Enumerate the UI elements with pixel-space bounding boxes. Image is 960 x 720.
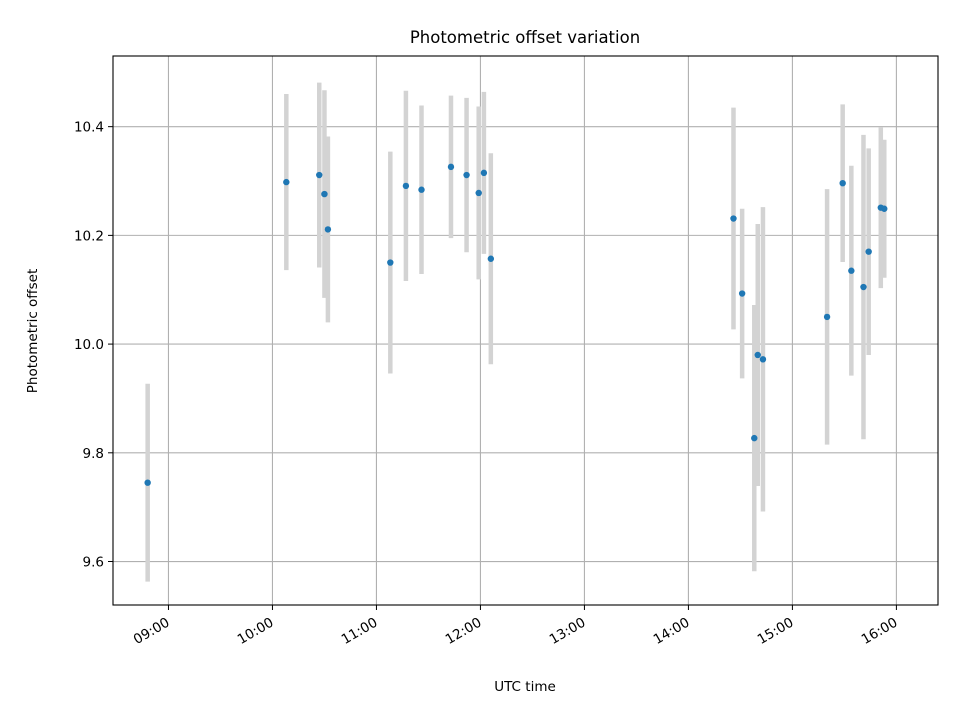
data-point bbox=[738, 290, 746, 297]
data-point bbox=[759, 356, 767, 363]
data-point bbox=[387, 259, 394, 266]
grid bbox=[113, 56, 938, 605]
data-point bbox=[475, 189, 482, 197]
data-point bbox=[418, 186, 425, 193]
data-point bbox=[316, 171, 323, 179]
data-point bbox=[865, 248, 872, 255]
data-point bbox=[144, 479, 151, 486]
data-point bbox=[402, 182, 410, 190]
y-tick-label: 10.0 bbox=[74, 337, 104, 353]
data-point bbox=[730, 215, 737, 222]
data-point bbox=[881, 205, 888, 212]
chart-title: Photometric offset variation bbox=[410, 28, 640, 47]
data-point bbox=[463, 171, 470, 179]
y-axis-label: Photometric offset bbox=[25, 269, 41, 393]
plot-frame bbox=[112, 55, 939, 606]
data-points bbox=[144, 163, 888, 486]
y-tick-label: 10.2 bbox=[74, 228, 104, 244]
data-point bbox=[860, 283, 867, 291]
data-point bbox=[848, 267, 855, 274]
x-axis-label: UTC time bbox=[494, 679, 556, 695]
data-point bbox=[823, 313, 831, 321]
data-point bbox=[447, 163, 455, 171]
data-point bbox=[754, 351, 761, 359]
data-point bbox=[321, 190, 328, 198]
y-axis: 9.6 9.8 10.0 10.2 10.4 bbox=[74, 120, 113, 571]
y-tick-label: 9.8 bbox=[83, 446, 104, 462]
data-point bbox=[283, 178, 290, 186]
data-point bbox=[839, 179, 846, 187]
data-point bbox=[480, 169, 488, 177]
y-tick-label: 10.4 bbox=[74, 120, 104, 136]
data-point bbox=[324, 226, 332, 233]
data-point bbox=[487, 255, 495, 262]
data-point bbox=[751, 434, 758, 442]
y-tick-label: 9.6 bbox=[83, 555, 104, 571]
